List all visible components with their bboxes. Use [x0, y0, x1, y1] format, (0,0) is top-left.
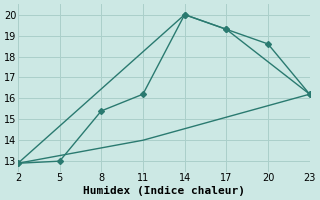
- X-axis label: Humidex (Indice chaleur): Humidex (Indice chaleur): [83, 186, 245, 196]
